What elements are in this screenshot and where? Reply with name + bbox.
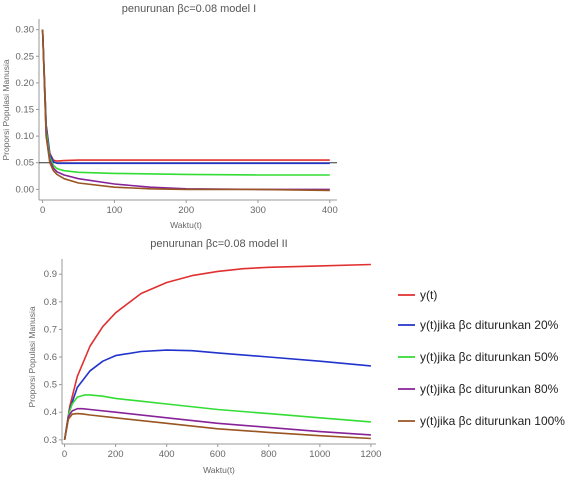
chart1-x-tick-label: 100 <box>106 205 122 216</box>
chart2-y-tick-label: 0.6 <box>44 352 57 363</box>
chart1-ticks: 0 100 200 300 400 0.00 0.05 0.10 0.15 0.20 0.25 0.3… <box>16 25 338 216</box>
chart2-x-tick-label: 400 <box>159 449 175 460</box>
legend-label: y(t)jika βc diturunkan 20% <box>420 318 559 332</box>
chart1-y-tick-label: 0.15 <box>16 105 35 116</box>
chart-model-1: penurunan βc=0.08 model I Proporsi Popul… <box>1 3 338 230</box>
legend-entry: y(t)jika βc diturunkan 50% <box>398 350 559 364</box>
legend-label: y(t)jika βc diturunkan 100% <box>420 414 565 428</box>
chart2-x-tick-label: 600 <box>210 449 226 460</box>
legend-label: y(t) <box>420 288 437 302</box>
chart1-y-tick-label: 0.10 <box>16 131 35 142</box>
legend-entry: y(t)jika βc diturunkan 20% <box>398 318 559 332</box>
chart2-y-tick-label: 0.8 <box>44 297 57 308</box>
chart1-title: penurunan βc=0.08 model I <box>122 3 256 15</box>
chart2-title: penurunan βc=0.08 model II <box>150 238 288 250</box>
chart2-series <box>63 263 371 441</box>
chart1-series-line-2 <box>41 29 330 165</box>
chart1-x-tick-label: 400 <box>322 205 338 216</box>
chart2-y-tick-label: 0.7 <box>44 324 57 335</box>
chart1-series-line-5 <box>41 29 330 192</box>
chart1-series <box>41 29 330 192</box>
chart2-ticks: 0 200 400 600 800 1000 1200 0.3 0.4 0.5 0.6 0.7 0.8 0… <box>44 269 382 460</box>
chart2-series-line-4 <box>63 407 371 441</box>
legend-label: y(t)jika βc diturunkan 80% <box>420 382 559 396</box>
chart2-x-tick-label: 1200 <box>360 449 381 460</box>
chart2-x-axis-label: Waktu(t) <box>203 465 235 475</box>
chart1-x-tick-label: 300 <box>250 205 266 216</box>
chart2-x-tick-label: 0 <box>62 449 67 460</box>
chart2-y-tick-label: 0.5 <box>44 380 57 391</box>
chart1-x-tick-label: 200 <box>178 205 194 216</box>
chart2-y-tick-label: 0.9 <box>44 269 57 280</box>
chart2-x-tick-label: 200 <box>108 449 124 460</box>
chart-model-2: penurunan βc=0.08 model II Proporsi Popu… <box>27 238 381 475</box>
chart1-series-line-4 <box>41 29 330 191</box>
chart1-series-line-1 <box>41 29 330 162</box>
chart2-x-tick-label: 1000 <box>309 449 330 460</box>
chart1-series-line-3 <box>41 29 330 176</box>
chart1-y-tick-label: 0.25 <box>16 51 35 62</box>
legend: y(t) y(t)jika βc diturunkan 20% y(t)jika… <box>398 288 565 428</box>
chart2-y-tick-label: 0.4 <box>44 407 57 418</box>
chart1-x-tick-label: 0 <box>40 205 45 216</box>
chart2-y-axis-label: Proporsi Populasi Manusia <box>27 306 37 407</box>
legend-label: y(t)jika βc diturunkan 50% <box>420 350 559 364</box>
chart1-y-tick-label: 0.20 <box>16 78 35 89</box>
chart1-y-tick-label: 0.05 <box>16 158 35 169</box>
legend-entry: y(t)jika βc diturunkan 100% <box>398 414 565 428</box>
legend-entry: y(t)jika βc diturunkan 80% <box>398 382 559 396</box>
chart2-axes <box>61 259 376 445</box>
chart1-x-axis-label: Waktu(t) <box>170 220 202 230</box>
legend-entry: y(t) <box>398 288 437 302</box>
chart1-y-tick-label: 0.30 <box>16 25 35 36</box>
chart1-y-axis-label: Proporsi Populasi Manusia <box>1 59 11 160</box>
chart2-x-tick-label: 800 <box>261 449 277 460</box>
chart2-series-line-3 <box>63 394 371 441</box>
chart2-series-line-5 <box>63 412 371 441</box>
chart2-series-line-2 <box>63 349 371 441</box>
chart1-y-tick-label: 0.00 <box>16 184 35 195</box>
chart2-y-tick-label: 0.3 <box>44 435 57 446</box>
chart2-series-line-1 <box>63 263 371 441</box>
